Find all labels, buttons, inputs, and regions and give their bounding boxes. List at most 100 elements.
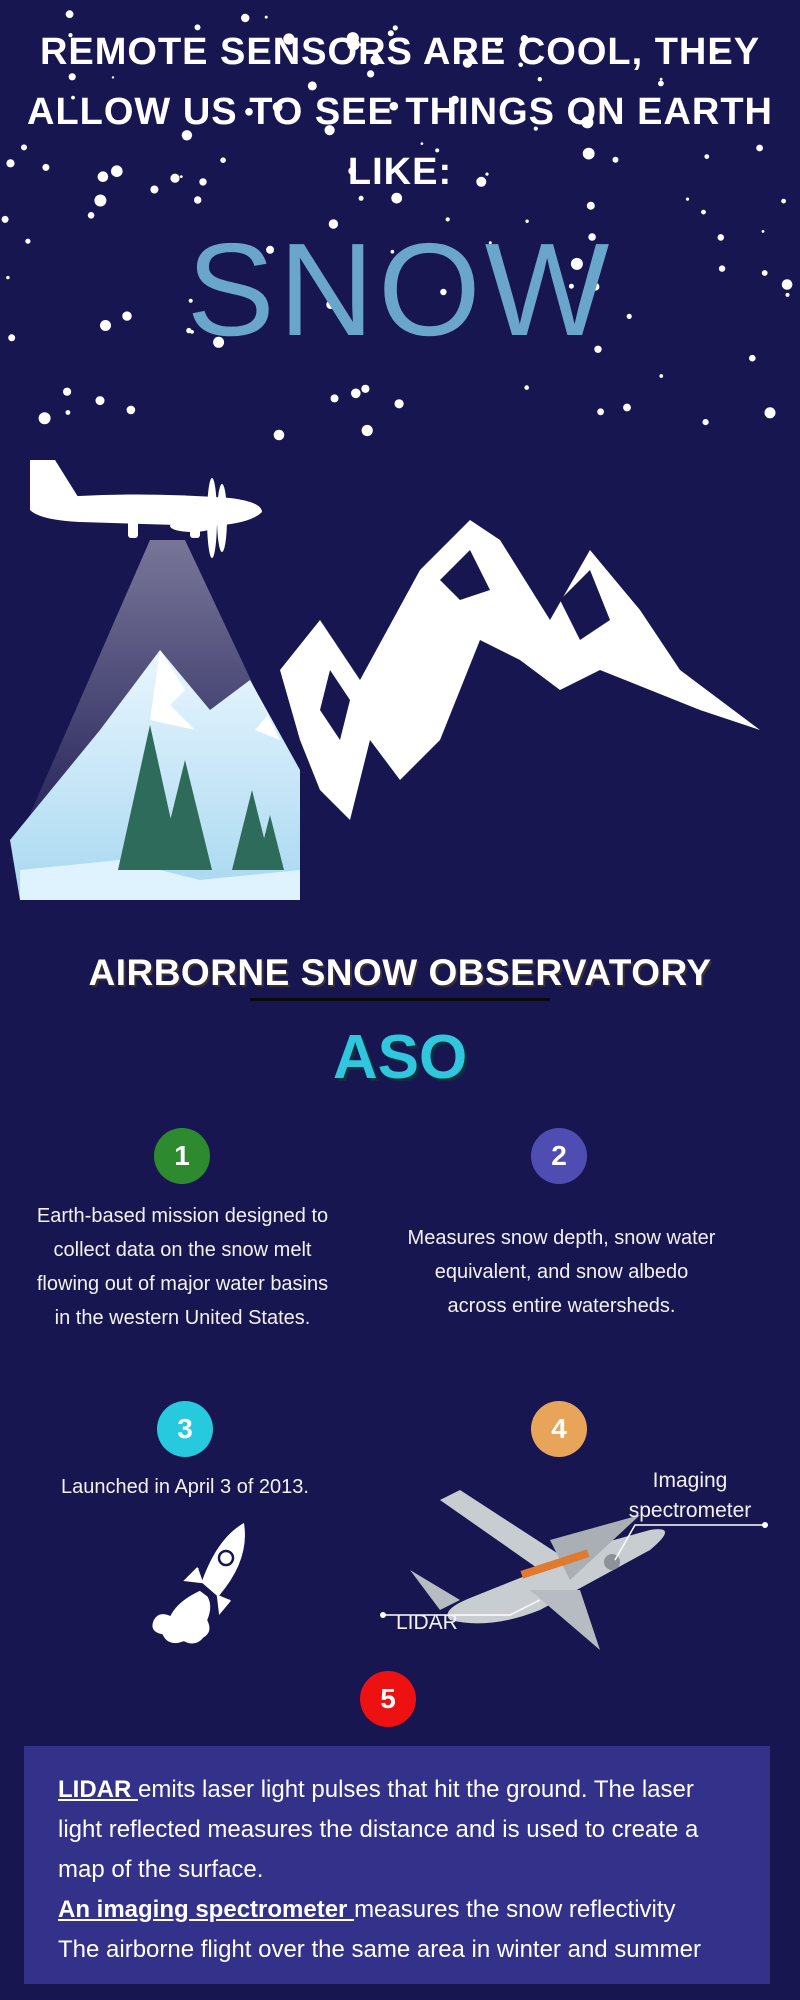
snowflake-dot: [111, 76, 115, 79]
snowflake-dot: [717, 234, 725, 241]
badge-2: 2: [531, 1128, 587, 1184]
snowflake-dot: [6, 275, 10, 280]
snowflake-dot: [94, 194, 107, 207]
item-1-text: Earth-based mission designed to collect …: [36, 1205, 329, 1329]
badge-3: 3: [157, 1401, 213, 1457]
snowflake-dot: [186, 327, 192, 334]
badge-1: 1: [154, 1128, 210, 1184]
rocket-icon: [150, 1522, 245, 1645]
pine-tree-icon: [118, 725, 284, 870]
snowflake-dot: [264, 15, 268, 19]
snowflake-dot: [450, 95, 459, 104]
snowflake-dot: [623, 403, 631, 412]
snow-word: SNOW: [186, 216, 614, 363]
snowflake-dot: [764, 407, 776, 419]
snowflake-dot: [785, 292, 790, 297]
snowflake-dot: [68, 73, 76, 81]
snowflake-dot: [612, 156, 619, 163]
snowflake-dot: [213, 336, 225, 348]
snowflake-dot: [1, 215, 9, 223]
snowflake-dot: [756, 144, 763, 152]
snowflake-dot: [390, 249, 395, 254]
snowflake-dot: [330, 394, 339, 403]
snowflake-dot: [659, 77, 663, 81]
snowflake-dot: [307, 81, 317, 91]
snowflake-dot: [220, 157, 226, 163]
snowflake-dot: [97, 171, 109, 182]
spectrometer-description: measures the snow reflectivity: [354, 1896, 676, 1923]
badge-4: 4: [531, 1401, 587, 1457]
snowflake-dot: [488, 241, 492, 245]
spectrometer-term: An imaging spectrometer: [58, 1896, 355, 1923]
snowflake-dot: [126, 405, 136, 415]
snowflake-dot: [718, 265, 726, 272]
snowflake-dot: [591, 282, 600, 291]
info-spectrometer: An imaging spectrometer measures the sno…: [58, 1890, 738, 1930]
lidar-label: LIDAR: [396, 1611, 458, 1634]
badge-5: 5: [360, 1671, 416, 1727]
snowflake-dot: [241, 13, 250, 23]
snowflake-dot: [391, 192, 403, 204]
snowflake-dot: [704, 154, 710, 160]
headline-line-1: REMOTE SENSORS ARE COOL, THEY: [39, 31, 761, 73]
snowflake-dot: [520, 35, 529, 43]
snowflake-dot: [367, 70, 375, 78]
snowflake-dot: [324, 125, 335, 136]
snowflake-dot: [702, 419, 709, 426]
snowflake-dot: [170, 173, 180, 183]
snowflake-dot: [8, 334, 16, 342]
snowflake-dot: [761, 270, 768, 276]
snowflake-dot: [361, 384, 370, 393]
snowflake-dot: [476, 176, 487, 187]
snowflake-dot: [370, 54, 381, 66]
snowflake-dot: [65, 410, 71, 415]
lidar-term: LIDAR: [58, 1776, 138, 1803]
snowflake-dot: [537, 77, 542, 82]
snowflake-dot: [392, 25, 398, 31]
snowflake-dot: [518, 62, 523, 68]
snowflake-dots: [1, 10, 793, 441]
snowflake-dot: [582, 147, 595, 160]
snowflake-dot: [38, 412, 51, 425]
snowflake-dot: [194, 196, 202, 204]
snowflake-dot: [394, 399, 404, 409]
snowflake-dot: [272, 102, 283, 112]
snowflake-dot: [533, 126, 538, 131]
headline: REMOTE SENSORS ARE COOL, THEY ALLOW US T…: [20, 22, 780, 202]
lidar-description: emits laser light pulses that hit the gr…: [58, 1776, 699, 1883]
snowflake-dot: [42, 163, 50, 171]
snowflake-dot: [781, 279, 793, 290]
snowflake-dot: [685, 197, 690, 201]
snowflake-dot: [283, 33, 295, 45]
snowflake-dot: [194, 24, 201, 31]
snowflake-dot: [188, 298, 193, 303]
snowflake-dot: [100, 320, 111, 331]
snowflake-dot: [95, 396, 105, 406]
snowflake-dot: [71, 95, 75, 100]
info-box: LIDAR emits laser light pulses that hit …: [24, 1746, 770, 1984]
snowflake-dot: [445, 217, 450, 222]
snowflake-dot: [25, 238, 31, 244]
snowflake-dot: [21, 144, 27, 151]
snowflake-dot: [351, 388, 361, 399]
snowflake-dot: [761, 230, 765, 233]
snowflake-dot: [6, 159, 15, 168]
snowflake-dot: [199, 178, 207, 186]
headline-line-2: ALLOW US TO SEE THINGS ON EARTH LIKE:: [27, 91, 773, 193]
section-abbreviation: ASO: [332, 1023, 468, 1092]
title-underline: [250, 998, 550, 1001]
item-3-text: Launched in April 3 of 2013.: [61, 1476, 309, 1498]
snowflake-dot: [713, 47, 720, 55]
snowflake-dot: [494, 39, 502, 47]
snowflake-dot: [65, 10, 74, 19]
info-flight: The airborne flight over the same area i…: [58, 1936, 701, 1963]
snowflake-dot: [348, 167, 357, 175]
snowflake-dot: [435, 148, 440, 153]
info-lidar: LIDAR emits laser light pulses that hit …: [58, 1770, 738, 1890]
snowflake-dot: [122, 311, 132, 321]
snowflake-dot: [273, 429, 285, 441]
snowflake-dot: [179, 175, 183, 179]
white-mountains: [280, 520, 760, 820]
snowflake-dot: [361, 424, 373, 437]
